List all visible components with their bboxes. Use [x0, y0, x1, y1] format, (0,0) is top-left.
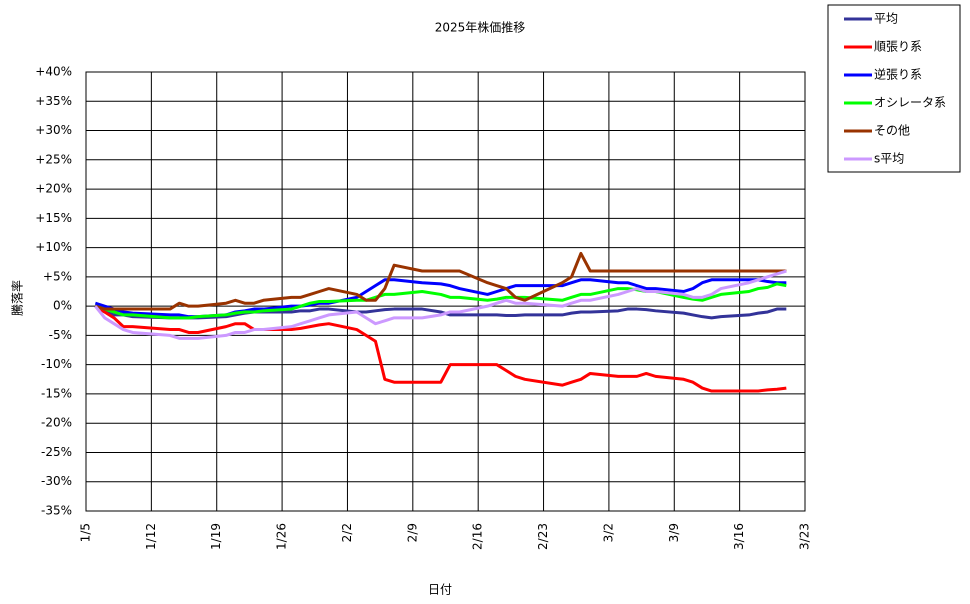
y-tick-label: +10%: [35, 240, 72, 254]
x-tick-label: 3/23: [798, 523, 812, 550]
y-tick-label: -15%: [41, 386, 72, 400]
legend-label: その他: [874, 124, 910, 138]
y-tick-label: +5%: [43, 269, 72, 283]
y-axis-label: 騰落率: [10, 280, 25, 316]
y-tick-label: +15%: [35, 211, 72, 225]
legend-label: 平均: [874, 12, 898, 26]
chart-title: 2025年株価推移: [435, 20, 526, 35]
x-tick-label: 1/5: [79, 523, 93, 542]
series-line: [94, 304, 787, 393]
y-tick-label: +30%: [35, 123, 72, 137]
x-tick-label: 3/9: [667, 523, 681, 542]
legend-label: オシレータ系: [874, 96, 946, 110]
x-tick-label: 2/16: [471, 523, 485, 550]
y-tick-label: -25%: [41, 445, 72, 459]
y-tick-label: -35%: [41, 504, 72, 518]
y-tick-label: +35%: [35, 94, 72, 108]
y-tick-label: -10%: [41, 357, 72, 371]
y-tick-label: -5%: [49, 328, 72, 342]
x-tick-label: 2/23: [536, 523, 550, 550]
x-tick-label: 3/2: [601, 523, 615, 542]
x-tick-label: 2/9: [405, 523, 419, 542]
series-line: [94, 269, 787, 340]
y-tick-label: 0%: [53, 299, 72, 313]
y-tick-label: -30%: [41, 474, 72, 488]
series-line: [94, 251, 787, 311]
y-tick-label: +20%: [35, 182, 72, 196]
y-tick-label: -20%: [41, 416, 72, 430]
y-tick-label: +40%: [35, 65, 72, 79]
x-tick-label: 3/16: [732, 523, 746, 550]
legend-box: [827, 4, 961, 173]
x-axis-label: 日付: [428, 583, 452, 597]
x-tick-label: 2/2: [340, 523, 354, 542]
legend-label: 逆張り系: [874, 67, 922, 82]
x-tick-label: 1/26: [275, 523, 289, 550]
plot-frame: [85, 71, 806, 512]
x-tick-label: 1/12: [144, 523, 158, 550]
legend-label: s平均: [874, 152, 904, 166]
legend-label: 順張り系: [874, 40, 922, 54]
series-line: [94, 282, 787, 320]
x-tick-label: 1/19: [209, 523, 223, 550]
y-tick-label: +25%: [35, 152, 72, 166]
